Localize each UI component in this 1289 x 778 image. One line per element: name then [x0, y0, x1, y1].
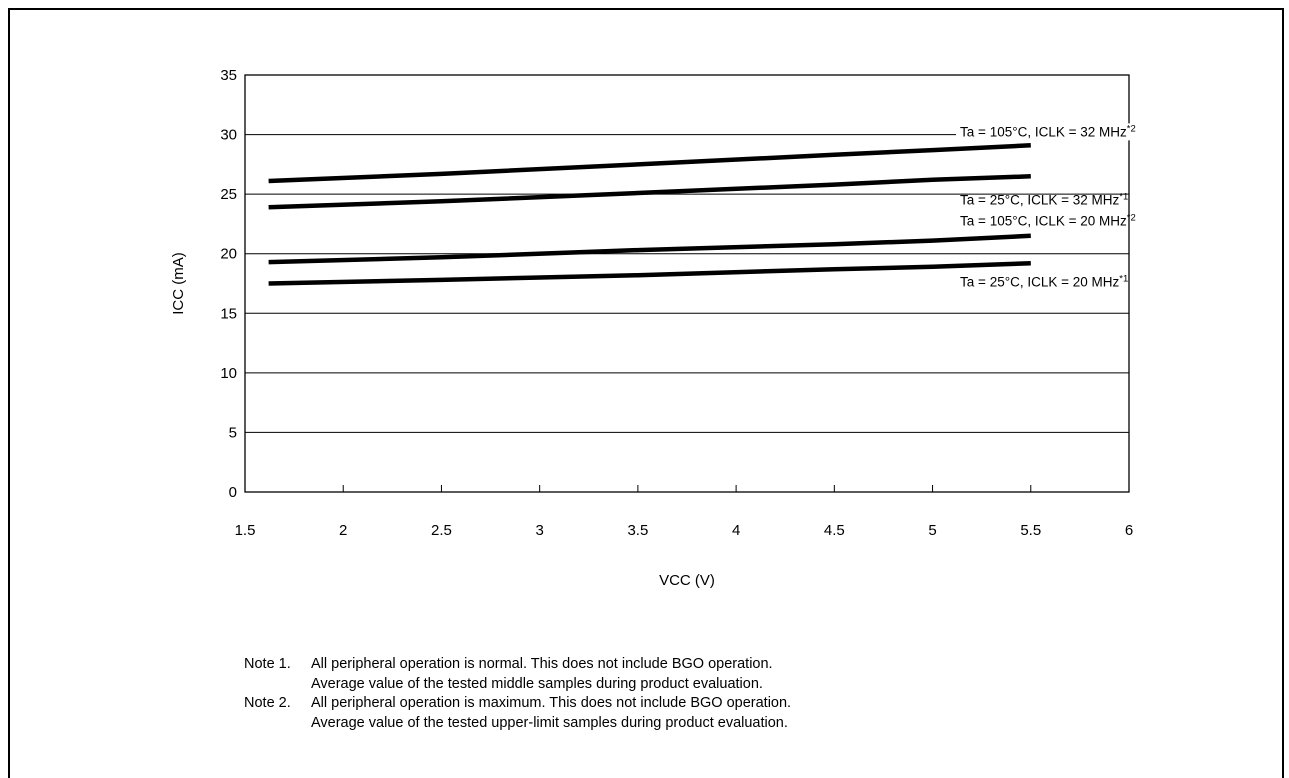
- x-tick-label: 3.5: [627, 522, 648, 539]
- series-line-2: [268, 174, 1031, 210]
- note-2: Note 2. All peripheral operation is maxi…: [244, 694, 791, 733]
- note-2-text: All peripheral operation is maximum. Thi…: [311, 694, 791, 733]
- y-axis-title: ICC (mA): [170, 252, 187, 315]
- series-lines: [268, 143, 1031, 286]
- series-line-3: [268, 233, 1031, 265]
- note-1-line-1: All peripheral operation is normal. This…: [311, 656, 773, 672]
- x-tick-label: 5.5: [1020, 522, 1041, 539]
- y-tick-label: 20: [220, 246, 237, 263]
- plot-area-border: [244, 74, 1130, 493]
- note-1-line-2: Average value of the tested middle sampl…: [311, 675, 763, 692]
- series-label-3: Ta = 105°C, ICLK = 20 MHz*2: [960, 213, 1136, 229]
- note-2-label: Note 2.: [244, 695, 291, 712]
- y-tick-label: 15: [220, 305, 237, 322]
- series-line-4: [268, 260, 1031, 286]
- x-tick-label: 1.5: [235, 522, 256, 539]
- note-2-line-2: Average value of the tested upper-limit …: [311, 714, 788, 731]
- series-line-1: [268, 143, 1031, 184]
- y-tick-label: 10: [220, 365, 237, 382]
- series-label-1: Ta = 105°C, ICLK = 32 MHz*2: [960, 123, 1136, 139]
- x-axis-title: VCC (V): [659, 572, 715, 589]
- y-tick-label: 30: [220, 127, 237, 144]
- x-tick-label: 4.5: [824, 522, 845, 539]
- x-tick-label: 2: [339, 522, 347, 539]
- note-1-text: All peripheral operation is normal. This…: [311, 655, 773, 694]
- note-2-line-1: All peripheral operation is maximum. Thi…: [311, 695, 792, 712]
- notes-block: Note 1. All peripheral operation is norm…: [244, 655, 791, 733]
- note-1: Note 1. All peripheral operation is norm…: [244, 655, 791, 694]
- y-tick-label: 35: [220, 67, 237, 84]
- axis-ticks: 0 5 10 15 20 25 30 35 1.5 2 2.5 3 3.5 4 4.5 5 5.5 6: [220, 67, 1133, 539]
- y-tick-label: 25: [220, 186, 237, 203]
- y-tick-label: 0: [229, 484, 237, 501]
- series-label-2: Ta = 25°C, ICLK = 32 MHz*1: [960, 191, 1128, 207]
- note-1-label: Note 1.: [244, 656, 291, 672]
- x-tick-label: 2.5: [431, 522, 452, 539]
- x-tick-label: 3: [535, 522, 543, 539]
- series-labels: Ta = 105°C, ICLK = 32 MHz*2 Ta = 25°C, IC…: [956, 123, 1183, 289]
- series-label-background: [956, 123, 1183, 141]
- chart: 0 5 10 15 20 25 30 35 1.5 2 2.5 3 3.5 4 4.5 5 5.5 6 Ta = …: [170, 67, 1183, 589]
- grid-lines: [245, 134, 1129, 433]
- figure-frame: [8, 8, 1284, 778]
- x-tick-label: 4: [732, 522, 740, 539]
- x-tick-label: 5: [928, 522, 936, 539]
- y-tick-label: 5: [229, 424, 237, 441]
- series-label-4: Ta = 25°C, ICLK = 20 MHz*1: [960, 273, 1128, 289]
- x-tick-label: 6: [1125, 522, 1133, 539]
